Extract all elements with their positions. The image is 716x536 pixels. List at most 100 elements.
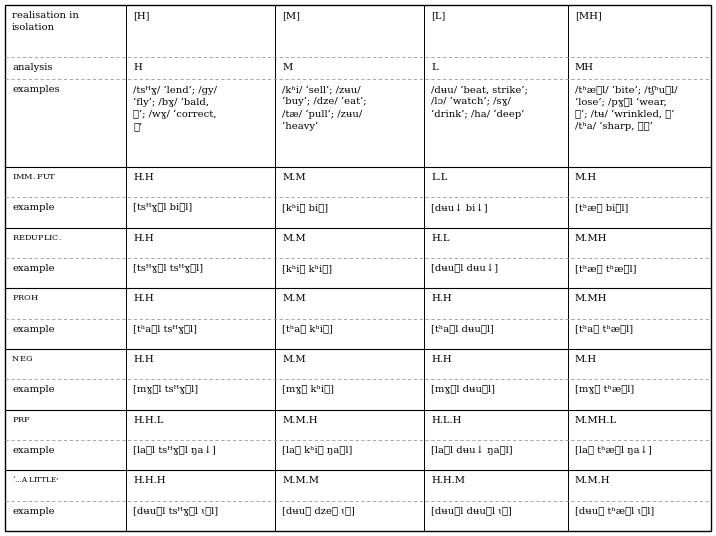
Text: [kʰi⯹ kʰi⯹]: [kʰi⯹ kʰi⯹] <box>282 264 332 273</box>
Text: F: F <box>24 415 29 423</box>
Text: H.H: H.H <box>133 234 154 242</box>
Text: L: L <box>431 63 438 72</box>
Text: E: E <box>50 477 56 485</box>
Text: M.M: M.M <box>282 173 306 182</box>
Text: example: example <box>12 264 54 273</box>
Text: R: R <box>12 234 18 242</box>
Text: C: C <box>52 234 58 242</box>
Text: O: O <box>24 294 30 302</box>
Text: [dʉu↓ bi↓]: [dʉu↓ bi↓] <box>431 203 488 212</box>
Text: P: P <box>12 294 17 302</box>
Text: M.MH: M.MH <box>575 294 607 303</box>
Text: R: R <box>17 415 24 423</box>
Text: [M]: [M] <box>282 11 301 20</box>
Text: [la⯹l dʉu↓ ŋa⯹l]: [la⯹l dʉu↓ ŋa⯹l] <box>431 446 513 455</box>
Text: M.H: M.H <box>575 173 597 182</box>
Text: H.H.L: H.H.L <box>133 415 164 425</box>
Text: I: I <box>12 173 15 181</box>
Text: .: . <box>58 234 60 242</box>
Text: [mɣ⯹l tsᵸɣ⯹l]: [mɣ⯹l tsᵸɣ⯹l] <box>133 385 198 394</box>
Text: example: example <box>12 203 54 212</box>
Text: example: example <box>12 385 54 394</box>
Text: [la⯹l tsᵸɣ⯹l ŋa↓]: [la⯹l tsᵸɣ⯹l ŋa↓] <box>133 446 216 455</box>
Text: [mɣ⯹ tʰæ⯹l]: [mɣ⯹ tʰæ⯹l] <box>575 385 634 394</box>
Text: /tsᵸɣ/ ‘lend’; /gy/
‘fly’; /bɣ/ ‘bald,
秀’; /wɣ/ ‘correct,
准’: /tsᵸɣ/ ‘lend’; /gy/ ‘fly’; /bɣ/ ‘bald, 秀… <box>133 85 218 131</box>
Text: [dʉu⯹l dʉu⯹l ɩ⯹]: [dʉu⯹l dʉu⯹l ɩ⯹] <box>431 507 512 516</box>
Text: H: H <box>133 63 142 72</box>
Text: I: I <box>34 477 37 485</box>
Text: [dʉu⯹ tʰæ⯹l ɩ⯹l]: [dʉu⯹ tʰæ⯹l ɩ⯹l] <box>575 507 654 516</box>
Text: [H]: [H] <box>133 11 150 20</box>
Text: E: E <box>19 355 25 363</box>
Text: [la⯹ tʰæ⯹l ŋa↓]: [la⯹ tʰæ⯹l ŋa↓] <box>575 446 652 455</box>
Text: H.H.M: H.H.M <box>431 477 465 485</box>
Text: [tʰæ⯹ tʰæ⯹l]: [tʰæ⯹ tʰæ⯹l] <box>575 264 637 273</box>
Text: [dʉu⯹l dʉu↓]: [dʉu⯹l dʉu↓] <box>431 264 498 273</box>
Text: [tʰæ⯹ bi⯹l]: [tʰæ⯹ bi⯹l] <box>575 203 628 212</box>
Text: L.L: L.L <box>431 173 448 182</box>
Text: H.H.H: H.H.H <box>133 477 166 485</box>
Text: M: M <box>282 63 293 72</box>
Text: /dʉu/ ‘beat, strike’;
/lɔ/ ‘watch’; /sɣ/
‘drink’; /ha/ ‘deep’: /dʉu/ ‘beat, strike’; /lɔ/ ‘watch’; /sɣ/… <box>431 85 528 118</box>
Text: L: L <box>43 234 49 242</box>
Text: I: I <box>49 234 52 242</box>
Text: L: L <box>46 477 50 485</box>
Text: P: P <box>38 234 43 242</box>
Text: H.H: H.H <box>431 355 452 364</box>
Text: M.MH: M.MH <box>575 234 607 242</box>
Text: example: example <box>12 325 54 333</box>
Text: [tʰa⯹ kʰi⯹]: [tʰa⯹ kʰi⯹] <box>282 325 333 333</box>
Text: example: example <box>12 446 54 455</box>
Text: [la⯹ kʰi⯹ ŋa⯹l]: [la⯹ kʰi⯹ ŋa⯹l] <box>282 446 353 455</box>
Text: [tʰa⯹l tsᵸɣ⯹l]: [tʰa⯹l tsᵸɣ⯹l] <box>133 325 198 333</box>
Text: L: L <box>29 477 34 485</box>
Text: /tʰæ⯹l/ ‘bite’; /tʃʰu⯹l/
‘lose’; /pɣ⯹l ‘wear,
戴’; /tʉ/ ‘wrinkled, 纼’
/tʰa/ ‘shar: /tʰæ⯹l/ ‘bite’; /tʃʰu⯹l/ ‘lose’; /pɣ⯹l ‘… <box>575 85 677 131</box>
Text: M: M <box>24 173 32 181</box>
Text: …: … <box>14 477 21 485</box>
Text: F: F <box>37 173 42 181</box>
Text: T: T <box>41 477 46 485</box>
Text: H.L: H.L <box>431 234 450 242</box>
Text: T: T <box>37 477 41 485</box>
Text: R: R <box>17 294 24 302</box>
Text: example: example <box>12 507 54 516</box>
Text: .: . <box>32 173 34 181</box>
Text: [MH]: [MH] <box>575 11 601 20</box>
Text: M.M.H: M.M.H <box>575 477 610 485</box>
Text: [L]: [L] <box>431 11 446 20</box>
Text: [tsᵸɣ⯹l tsᵸɣ⯹l]: [tsᵸɣ⯹l tsᵸɣ⯹l] <box>133 264 203 273</box>
Text: [kʰi⯹ bi⯹]: [kʰi⯹ bi⯹] <box>282 203 329 212</box>
Text: A: A <box>21 477 26 485</box>
Text: H.H: H.H <box>133 173 154 182</box>
Text: [mɣ⯹l dʉu⯹l]: [mɣ⯹l dʉu⯹l] <box>431 385 495 394</box>
Text: [tsᵸɣ⯹l bi⯹l]: [tsᵸɣ⯹l bi⯹l] <box>133 203 193 212</box>
Text: U: U <box>31 234 38 242</box>
Text: M.M.M: M.M.M <box>282 477 319 485</box>
Text: [dʉu⯹l tsᵸɣ⯹l ɩ⯹l]: [dʉu⯹l tsᵸɣ⯹l ɩ⯹l] <box>133 507 218 516</box>
Text: H: H <box>30 294 37 302</box>
Text: [tʰa⯹ tʰæ⯹l]: [tʰa⯹ tʰæ⯹l] <box>575 325 633 333</box>
Text: H.H: H.H <box>133 355 154 364</box>
Text: M.M: M.M <box>282 234 306 242</box>
Text: D: D <box>24 234 31 242</box>
Text: M.H: M.H <box>575 355 597 364</box>
Text: N: N <box>12 355 19 363</box>
Text: [dʉu⯹ dze⯹ ɩ⯹]: [dʉu⯹ dze⯹ ɩ⯹] <box>282 507 355 516</box>
Text: ‘: ‘ <box>12 477 14 485</box>
Text: U: U <box>42 173 49 181</box>
Text: examples: examples <box>12 85 59 94</box>
Text: realisation in
isolation: realisation in isolation <box>12 11 79 32</box>
Text: M: M <box>15 173 24 181</box>
Text: M.M: M.M <box>282 355 306 364</box>
Text: [mɣ⯹ kʰi⯹]: [mɣ⯹ kʰi⯹] <box>282 385 334 394</box>
Text: analysis: analysis <box>12 63 52 72</box>
Text: M.M: M.M <box>282 294 306 303</box>
Text: H.H: H.H <box>431 294 452 303</box>
Text: T: T <box>49 173 54 181</box>
Text: P: P <box>12 415 17 423</box>
Text: ’: ’ <box>56 477 58 485</box>
Text: M.MH.L: M.MH.L <box>575 415 616 425</box>
Text: MH: MH <box>575 63 594 72</box>
Text: H.H: H.H <box>133 294 154 303</box>
Text: /kʰi/ ‘sell’; /zʉu/
‘buy’; /dze/ ‘eat’;
/tæ/ ‘pull’; /zʉu/
‘heavy’: /kʰi/ ‘sell’; /zʉu/ ‘buy’; /dze/ ‘eat’; … <box>282 85 367 131</box>
